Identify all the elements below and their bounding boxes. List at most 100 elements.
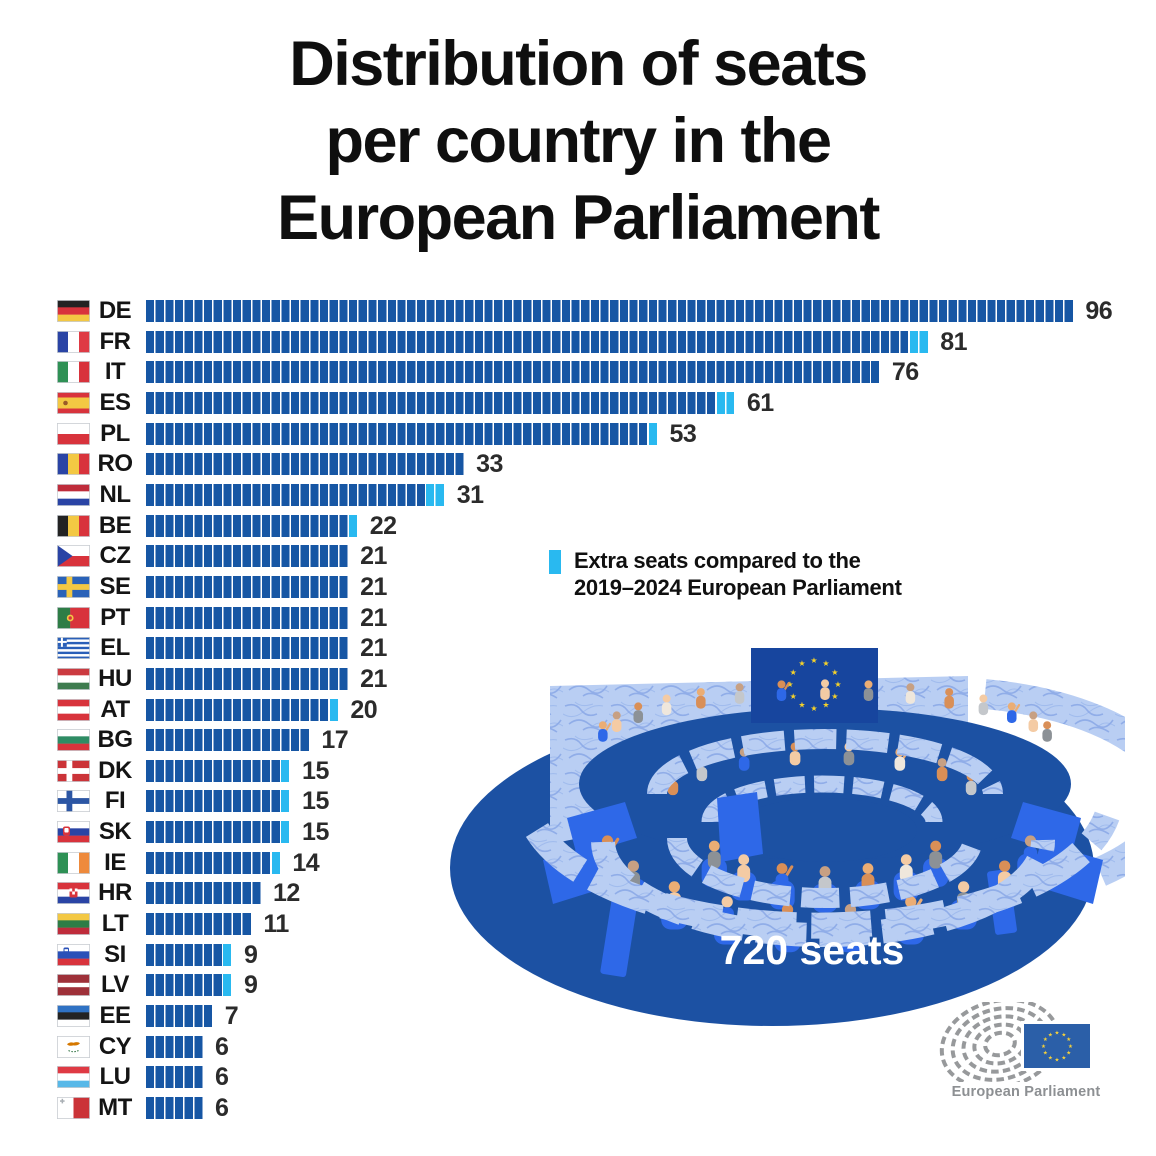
country-row: EL 21 bbox=[0, 634, 1156, 662]
seat-bar bbox=[146, 483, 445, 506]
seat-bar-base bbox=[146, 974, 222, 997]
country-row: LV 9 bbox=[0, 971, 1156, 1000]
seat-bar-extra bbox=[716, 391, 735, 414]
svg-text:★: ★ bbox=[1066, 1037, 1071, 1043]
seat-bar bbox=[146, 391, 735, 414]
country-row: SE 21 bbox=[0, 574, 1156, 599]
seat-bar bbox=[146, 637, 348, 660]
seat-bar-extra bbox=[426, 483, 445, 506]
country-flag-cz bbox=[57, 545, 90, 568]
seat-bar-base bbox=[146, 1096, 203, 1119]
seat-bar bbox=[146, 330, 928, 353]
seat-count: 21 bbox=[360, 664, 387, 693]
seat-bar-base bbox=[146, 391, 716, 414]
country-flag-el bbox=[57, 637, 90, 660]
seat-count: 6 bbox=[215, 1093, 229, 1122]
seat-count: 21 bbox=[360, 542, 387, 571]
country-row: PL 53 bbox=[0, 419, 1156, 447]
country-flag-lu bbox=[57, 1066, 90, 1089]
svg-text:★: ★ bbox=[1048, 1056, 1053, 1062]
seat-bar-base bbox=[146, 790, 280, 813]
country-code: AT bbox=[100, 695, 130, 723]
country-row: RO 33 bbox=[0, 450, 1156, 478]
seat-count: 76 bbox=[891, 358, 919, 387]
seat-bar bbox=[146, 361, 880, 384]
country-flag-ro bbox=[57, 453, 90, 476]
svg-text:★: ★ bbox=[798, 701, 805, 710]
svg-text:★: ★ bbox=[790, 692, 797, 701]
country-code: BE bbox=[98, 511, 132, 539]
country-flag-ie bbox=[57, 851, 90, 874]
country-code: SI bbox=[104, 940, 126, 968]
country-row: FI 15 bbox=[0, 787, 1156, 815]
country-row: DK 15 bbox=[0, 758, 1156, 783]
hemicycle-floor bbox=[733, 798, 917, 862]
seat-bar bbox=[146, 851, 280, 874]
seat-count: 6 bbox=[215, 1063, 229, 1092]
country-code: BG bbox=[97, 726, 134, 754]
seat-bar-extra bbox=[281, 821, 290, 843]
eu-flag-stars: ★ ★★★★★★★★★★★ bbox=[786, 656, 841, 713]
svg-text:★: ★ bbox=[1055, 1031, 1060, 1037]
legend: Extra seats compared to the 2019–2024 Eu… bbox=[549, 548, 902, 601]
svg-text:★: ★ bbox=[1061, 1032, 1066, 1038]
seat-count: 9 bbox=[244, 971, 258, 1000]
seat-bar-base bbox=[146, 361, 880, 384]
country-code: LV bbox=[101, 971, 129, 999]
seat-count: 6 bbox=[215, 1032, 229, 1061]
country-row: IT 76 bbox=[0, 358, 1156, 387]
seat-bar bbox=[146, 1035, 203, 1058]
country-row: EE 7 bbox=[0, 1003, 1156, 1028]
country-flag-fr bbox=[57, 330, 90, 353]
country-row: LU 6 bbox=[0, 1063, 1156, 1092]
seat-bar-base bbox=[146, 851, 271, 874]
svg-text:★: ★ bbox=[831, 668, 838, 677]
seat-bar bbox=[146, 1004, 213, 1027]
country-flag-pl bbox=[57, 422, 90, 445]
seat-bar-base bbox=[146, 729, 309, 752]
country-code: PL bbox=[100, 419, 130, 447]
seat-bar bbox=[146, 514, 358, 537]
eu-flag: ★ ★★★★★★★★★★★ bbox=[751, 648, 878, 723]
seat-bar-base bbox=[146, 943, 222, 966]
country-code: FI bbox=[104, 787, 126, 815]
seat-count: 17 bbox=[321, 726, 349, 755]
country-flag-hu bbox=[57, 667, 90, 690]
country-flag-nl bbox=[57, 483, 90, 506]
country-code: RO bbox=[97, 450, 134, 478]
country-row: IE 14 bbox=[0, 848, 1156, 877]
seat-bar-base bbox=[146, 453, 464, 476]
country-code: EL bbox=[100, 634, 130, 662]
seat-bar bbox=[146, 300, 1073, 322]
seat-bar bbox=[146, 453, 464, 476]
seat-bar-extra bbox=[329, 698, 338, 721]
svg-text:★: ★ bbox=[834, 680, 841, 689]
seat-bar bbox=[146, 790, 290, 813]
country-flag-pt bbox=[57, 606, 90, 629]
seat-bar bbox=[146, 575, 348, 598]
svg-text:★: ★ bbox=[822, 701, 829, 710]
svg-text:★: ★ bbox=[831, 692, 838, 701]
svg-text:★: ★ bbox=[822, 659, 829, 668]
country-flag-be bbox=[57, 514, 90, 537]
country-row: CZ 21 bbox=[0, 542, 1156, 571]
country-code: CZ bbox=[99, 542, 132, 570]
legend-extra-seats-swatch bbox=[549, 550, 561, 574]
svg-text:★: ★ bbox=[1061, 1056, 1066, 1062]
seat-bar-base bbox=[146, 1004, 213, 1027]
seat-count: 14 bbox=[292, 848, 320, 877]
ep-logo-text: European Parliament bbox=[951, 1084, 1101, 1100]
svg-text:★: ★ bbox=[1041, 1044, 1046, 1050]
seat-bar-extra bbox=[281, 759, 290, 782]
hemicycle-outer-ring bbox=[983, 679, 1125, 886]
country-code: DE bbox=[98, 297, 132, 324]
seat-bar-base bbox=[146, 575, 348, 598]
country-row: NL 31 bbox=[0, 482, 1156, 507]
country-flag-se bbox=[57, 575, 90, 598]
seat-bar bbox=[146, 943, 232, 966]
seat-bar-extra bbox=[223, 943, 232, 966]
country-code: LU bbox=[99, 1063, 132, 1091]
seat-count: 15 bbox=[302, 818, 329, 846]
seat-count: 96 bbox=[1085, 297, 1113, 325]
